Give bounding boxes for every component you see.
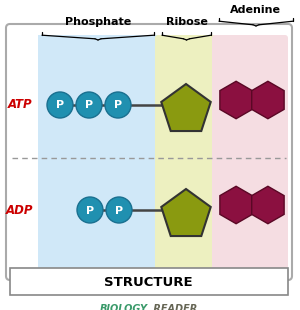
Text: P: P: [115, 206, 123, 215]
Circle shape: [105, 92, 131, 118]
FancyBboxPatch shape: [10, 268, 288, 295]
Polygon shape: [220, 186, 252, 224]
Circle shape: [47, 92, 73, 118]
Text: Adenine: Adenine: [230, 5, 280, 15]
Text: P: P: [114, 100, 122, 110]
Polygon shape: [252, 81, 284, 119]
FancyBboxPatch shape: [10, 28, 38, 276]
Text: Ribose: Ribose: [166, 17, 207, 27]
Text: P: P: [56, 100, 64, 110]
Text: BIOLOGY: BIOLOGY: [100, 304, 148, 310]
Text: READER: READER: [150, 304, 197, 310]
Polygon shape: [161, 84, 211, 131]
FancyBboxPatch shape: [212, 35, 288, 271]
Polygon shape: [161, 189, 211, 236]
FancyBboxPatch shape: [35, 35, 161, 271]
Text: STRUCTURE: STRUCTURE: [104, 276, 192, 289]
Polygon shape: [220, 81, 252, 119]
Circle shape: [76, 92, 102, 118]
Circle shape: [106, 197, 132, 223]
Text: Phosphate: Phosphate: [65, 17, 131, 27]
Circle shape: [77, 197, 103, 223]
Text: ATP: ATP: [8, 99, 32, 112]
Polygon shape: [252, 186, 284, 224]
Text: P: P: [85, 100, 93, 110]
Text: P: P: [86, 206, 94, 215]
Text: ADP: ADP: [6, 203, 34, 216]
FancyBboxPatch shape: [155, 35, 218, 271]
